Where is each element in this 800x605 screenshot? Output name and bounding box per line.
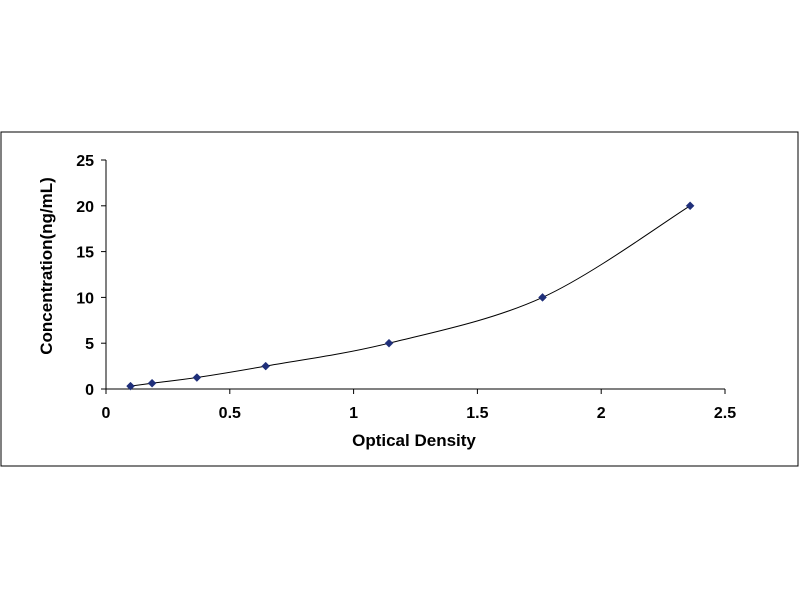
- data-point-marker: [147, 378, 157, 388]
- axes-layer: [105, 160, 725, 390]
- x-axis-title: Optical Density: [352, 431, 476, 450]
- x-tick-label: 1: [349, 405, 358, 422]
- fit-curve-line: [130, 205, 691, 387]
- data-point-marker: [538, 293, 547, 302]
- y-tick-label: 0: [85, 382, 94, 399]
- y-tick-label: 5: [85, 336, 94, 353]
- points-layer: [126, 201, 695, 391]
- x-tick-label: 0: [102, 405, 111, 422]
- y-tick-label: 10: [76, 290, 94, 307]
- y-axis-title: Concentration(ng/mL): [37, 177, 56, 355]
- data-point-marker: [192, 373, 202, 382]
- data-point-marker: [126, 381, 135, 391]
- x-tick-label: 2.5: [714, 405, 736, 422]
- x-tick-label: 2: [597, 405, 606, 422]
- y-tick-label: 20: [76, 199, 94, 216]
- y-tick-label: 15: [76, 245, 94, 262]
- outer-frame: [0, 131, 799, 467]
- x-tick-label: 1.5: [466, 405, 488, 422]
- data-point-marker: [261, 361, 271, 371]
- curve-layer: [130, 205, 691, 387]
- y-tick-label: 25: [76, 153, 94, 170]
- x-tick-label: 0.5: [219, 405, 241, 422]
- data-point-marker: [685, 201, 695, 211]
- ticks-layer: 0 0.5 1 1.5 2 2.5 0 5 10 15 20 25: [76, 153, 736, 422]
- data-point-marker: [384, 338, 394, 348]
